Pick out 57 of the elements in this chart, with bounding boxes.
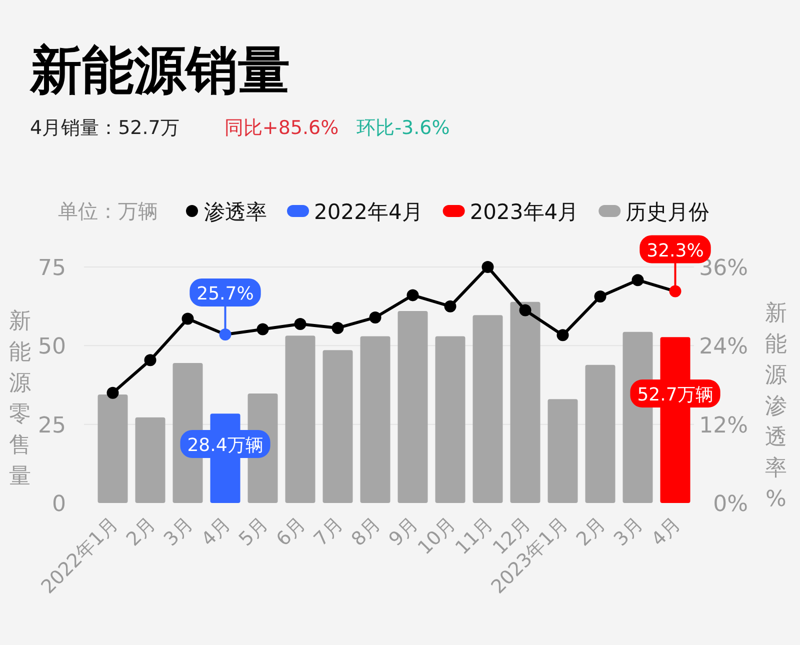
y2-tick-label: 12% (699, 413, 748, 438)
bar (360, 336, 390, 503)
x-tick-label: 5月 (234, 512, 272, 551)
point (332, 322, 344, 334)
y2-tick-label: 0% (713, 492, 748, 517)
point (556, 329, 569, 342)
y-axis-title: 新能源零售量 (9, 309, 31, 489)
point (632, 274, 644, 286)
legend-label: 2023年4月 (470, 200, 579, 224)
bar (398, 311, 428, 503)
data-label: 28.4万辆 (187, 435, 264, 456)
y2-tick-label: 24% (699, 334, 748, 360)
bar (285, 336, 316, 503)
bar (322, 350, 353, 503)
text: 同比+85.6% (224, 117, 339, 139)
x-tick-label: 7月 (310, 512, 348, 551)
point (144, 354, 156, 366)
point (444, 300, 456, 312)
x-tick-label: 3月 (160, 512, 198, 551)
point (369, 311, 382, 324)
x-tick-label: 4月 (197, 512, 235, 551)
bar (510, 302, 540, 503)
bar (548, 399, 578, 503)
data-label: 52.7万辆 (637, 384, 714, 406)
y2-axis-title: 新能源渗透率% (765, 301, 787, 512)
data-label: 25.7% (196, 284, 254, 305)
point (256, 323, 269, 336)
x-tick-label: 6月 (272, 512, 310, 551)
text: 单位：万辆 (58, 199, 158, 223)
chart-subtitle: 4月销量：52.7万 (30, 117, 180, 139)
bar (435, 336, 466, 503)
point (294, 318, 306, 330)
point (519, 304, 532, 316)
y-tick-label: 0 (52, 492, 66, 517)
point (106, 386, 119, 399)
point (182, 312, 194, 325)
bar (98, 394, 128, 503)
bar (585, 364, 616, 503)
x-tick-label: 8月 (347, 512, 385, 551)
bar (135, 417, 166, 503)
x-tick-label: 3月 (610, 512, 648, 551)
point (594, 290, 606, 302)
legend-label: 2022年4月 (314, 200, 423, 224)
text: 环比-3.6% (356, 117, 450, 139)
legend-label: 历史月份 (626, 200, 710, 224)
chart-title: 新能源销量 (29, 41, 290, 101)
x-tick-label: 4月 (647, 512, 685, 551)
x-tick-label: 2月 (122, 512, 160, 551)
bar (472, 315, 503, 503)
y-tick-label: 75 (38, 256, 66, 281)
point (482, 261, 494, 273)
point (219, 328, 232, 341)
point (406, 289, 419, 302)
legend-label: 渗透率 (204, 200, 267, 224)
y-tick-label: 25 (38, 413, 66, 438)
x-tick-label: 2月 (572, 512, 610, 551)
y-tick-label: 50 (38, 334, 66, 360)
